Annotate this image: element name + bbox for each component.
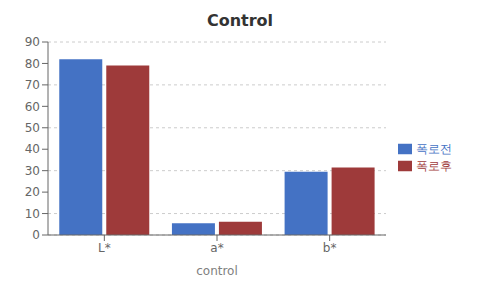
svg-text:90: 90 (25, 35, 40, 49)
svg-text:20: 20 (25, 185, 40, 199)
svg-text:a*: a* (210, 241, 223, 255)
svg-text:60: 60 (25, 100, 40, 114)
svg-text:b*: b* (323, 241, 337, 255)
svg-text:L*: L* (98, 241, 111, 255)
svg-text:50: 50 (25, 121, 40, 135)
svg-text:10: 10 (25, 207, 40, 221)
svg-text:30: 30 (25, 164, 40, 178)
html-text:폭로전: 폭로전 (416, 141, 452, 156)
html-text:Control: Control (206, 11, 274, 30)
svg-text:80: 80 (25, 57, 40, 71)
svg-text:70: 70 (25, 78, 40, 92)
html-text:폭로후: 폭로후 (416, 158, 452, 173)
svg-text:40: 40 (25, 142, 40, 156)
svg-text:control: control (196, 264, 238, 278)
svg-text:0: 0 (32, 228, 40, 242)
